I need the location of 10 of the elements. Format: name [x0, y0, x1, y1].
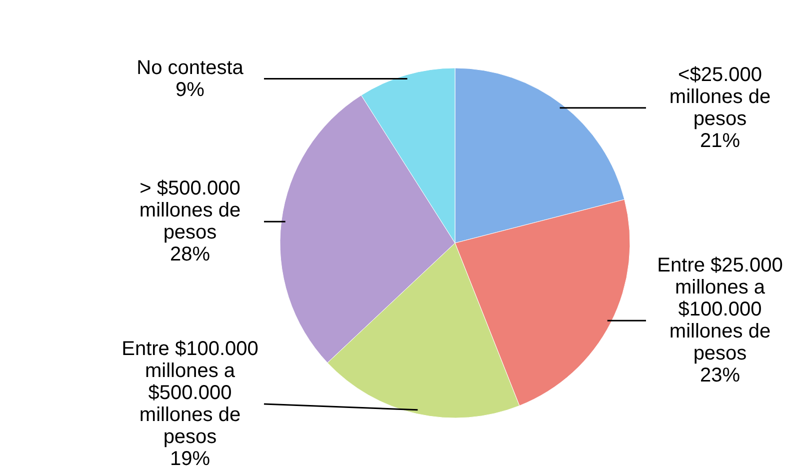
slice-label: > $500.000 millones de pesos [139, 178, 241, 244]
data-label: 19% [170, 448, 210, 470]
data-label: 23% [700, 364, 740, 387]
data-label: 21% [700, 130, 740, 152]
slice-label: Entre $25.000 millones a $100.000 millones de pesos [657, 254, 783, 365]
data-label: 28% [170, 244, 210, 266]
slice-label: No contesta [136, 56, 244, 79]
slice-label: <$25.000 millones de pesos [669, 64, 771, 130]
slice-label: Entre $100.000 millones a $500.000 millones de pesos [122, 338, 258, 448]
data-label: 9% [176, 78, 205, 101]
